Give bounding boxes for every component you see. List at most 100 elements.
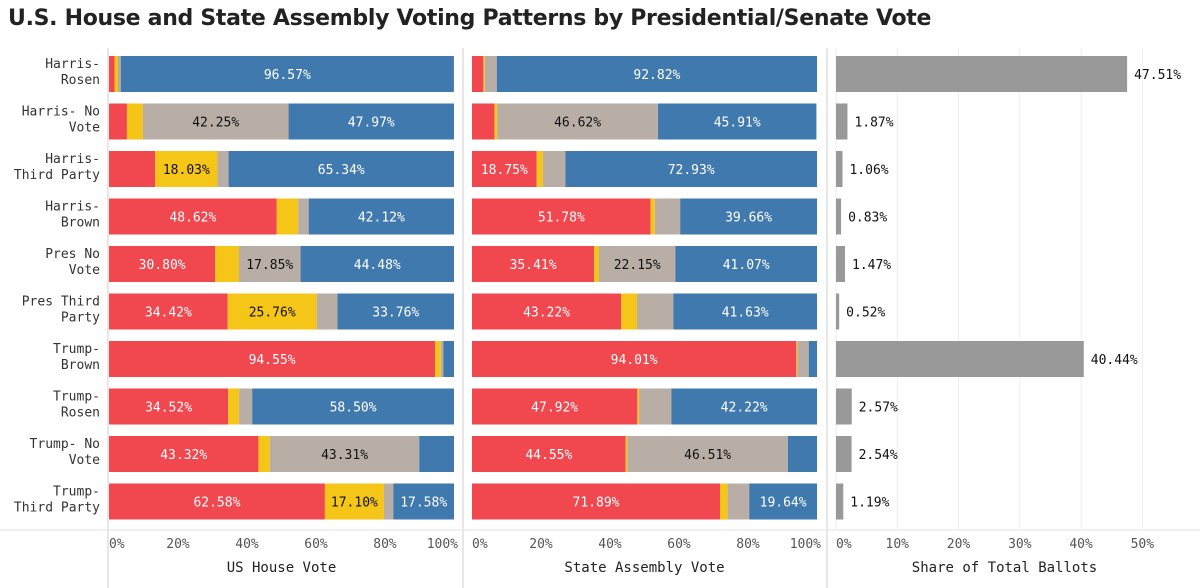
bar-segment bbox=[675, 246, 817, 282]
bar-segment bbox=[472, 103, 495, 140]
bar-segment bbox=[117, 56, 121, 92]
row-label: Trump- bbox=[53, 342, 100, 357]
bar-segment bbox=[565, 151, 817, 187]
bar-segment bbox=[109, 151, 156, 187]
bar-segment bbox=[228, 388, 240, 425]
bar-segment bbox=[472, 341, 797, 377]
row-label: Trump- No bbox=[30, 437, 100, 452]
bar-segment bbox=[636, 293, 674, 330]
bar-segment bbox=[673, 293, 817, 330]
data-label: 46.62% bbox=[554, 116, 601, 131]
data-label: 44.55% bbox=[525, 448, 572, 463]
bar-segment bbox=[155, 151, 218, 187]
data-label: 65.34% bbox=[318, 163, 365, 178]
bar-segment bbox=[621, 293, 637, 330]
bar-segment bbox=[300, 246, 454, 282]
x-axis-title: State Assembly Vote bbox=[564, 560, 724, 576]
data-label: 25.76% bbox=[249, 306, 296, 321]
data-label: 45.91% bbox=[714, 116, 761, 131]
data-label: 17.58% bbox=[400, 496, 447, 511]
data-label: 22.15% bbox=[614, 258, 661, 273]
bar-segment bbox=[217, 151, 229, 187]
bar-segment bbox=[120, 56, 454, 92]
bar-segment bbox=[472, 483, 721, 520]
data-label: 43.22% bbox=[523, 306, 570, 321]
row-label: Third Party bbox=[14, 168, 100, 183]
bar-segment bbox=[142, 103, 289, 140]
data-label: 47.97% bbox=[348, 116, 395, 131]
x-tick-label: 40% bbox=[598, 537, 622, 552]
bar-segment bbox=[472, 388, 638, 425]
bar-segment bbox=[494, 103, 498, 140]
data-label: 47.92% bbox=[531, 401, 578, 416]
data-label: 44.48% bbox=[354, 258, 401, 273]
data-label: 43.31% bbox=[321, 448, 368, 463]
x-tick-label: 0% bbox=[109, 537, 125, 552]
x-tick-label: 30% bbox=[1008, 537, 1032, 552]
share-bar bbox=[836, 246, 846, 282]
bar-segment bbox=[542, 151, 566, 187]
bar-segment bbox=[269, 436, 420, 472]
data-label: 96.57% bbox=[264, 68, 311, 83]
bar-segment bbox=[419, 436, 454, 472]
bar-segment bbox=[637, 388, 640, 425]
x-tick-label: 20% bbox=[166, 537, 190, 552]
bar-segment bbox=[393, 483, 454, 520]
share-bar bbox=[836, 56, 1128, 92]
bar-segment bbox=[383, 483, 394, 520]
data-label: 51.78% bbox=[538, 211, 585, 226]
share-bar bbox=[836, 341, 1084, 377]
share-bar bbox=[836, 103, 848, 140]
data-label: 35.41% bbox=[510, 258, 557, 273]
bar-segment bbox=[276, 198, 299, 235]
bar-segment bbox=[658, 103, 817, 140]
bar-segment bbox=[472, 151, 537, 187]
share-bar bbox=[836, 483, 844, 520]
x-tick-label: 100% bbox=[427, 537, 458, 552]
bar-segment bbox=[808, 341, 817, 377]
data-label: 58.50% bbox=[330, 401, 377, 416]
bar-segment bbox=[720, 483, 728, 520]
data-label: 42.25% bbox=[192, 116, 239, 131]
bar-segment bbox=[228, 151, 454, 187]
bar-segment bbox=[472, 293, 622, 330]
row-label: Third Party bbox=[14, 501, 100, 516]
data-label: 34.42% bbox=[145, 306, 192, 321]
bar-segment bbox=[109, 198, 277, 235]
bar-segment bbox=[594, 246, 599, 282]
bar-segment bbox=[109, 56, 115, 92]
bar-segment bbox=[727, 483, 750, 520]
row-label: Rosen bbox=[61, 406, 100, 421]
bar-segment bbox=[472, 198, 651, 235]
bar-segment bbox=[114, 56, 118, 92]
data-label: 18.75% bbox=[481, 163, 528, 178]
x-axis-title: US House Vote bbox=[227, 560, 337, 576]
bar-segment bbox=[472, 56, 484, 92]
row-label: Vote bbox=[69, 263, 100, 278]
row-label: Vote bbox=[69, 453, 100, 468]
data-label: 48.62% bbox=[169, 211, 216, 226]
bar-segment bbox=[337, 293, 454, 330]
data-label: 39.66% bbox=[725, 211, 772, 226]
data-label: 30.80% bbox=[139, 258, 186, 273]
data-label: 42.22% bbox=[721, 401, 768, 416]
x-tick-label: 20% bbox=[529, 537, 553, 552]
data-label: 94.55% bbox=[249, 353, 296, 368]
data-label: 40.44% bbox=[1091, 353, 1138, 368]
bar-segment bbox=[288, 103, 454, 140]
bar-segment bbox=[472, 436, 626, 472]
row-label: Pres No bbox=[45, 247, 100, 262]
bar-segment bbox=[126, 103, 143, 140]
data-label: 2.54% bbox=[859, 448, 898, 463]
data-label: 47.51% bbox=[1134, 68, 1181, 83]
share-bar bbox=[836, 151, 843, 187]
bar-segment bbox=[472, 246, 595, 282]
share-bar bbox=[836, 436, 852, 472]
bar-segment bbox=[252, 388, 454, 425]
bar-segment bbox=[109, 388, 229, 425]
bar-segment bbox=[109, 246, 216, 282]
data-label: 1.06% bbox=[849, 163, 888, 178]
row-label: Trump- bbox=[53, 485, 100, 500]
data-label: 41.63% bbox=[722, 306, 769, 321]
data-label: 43.32% bbox=[160, 448, 207, 463]
